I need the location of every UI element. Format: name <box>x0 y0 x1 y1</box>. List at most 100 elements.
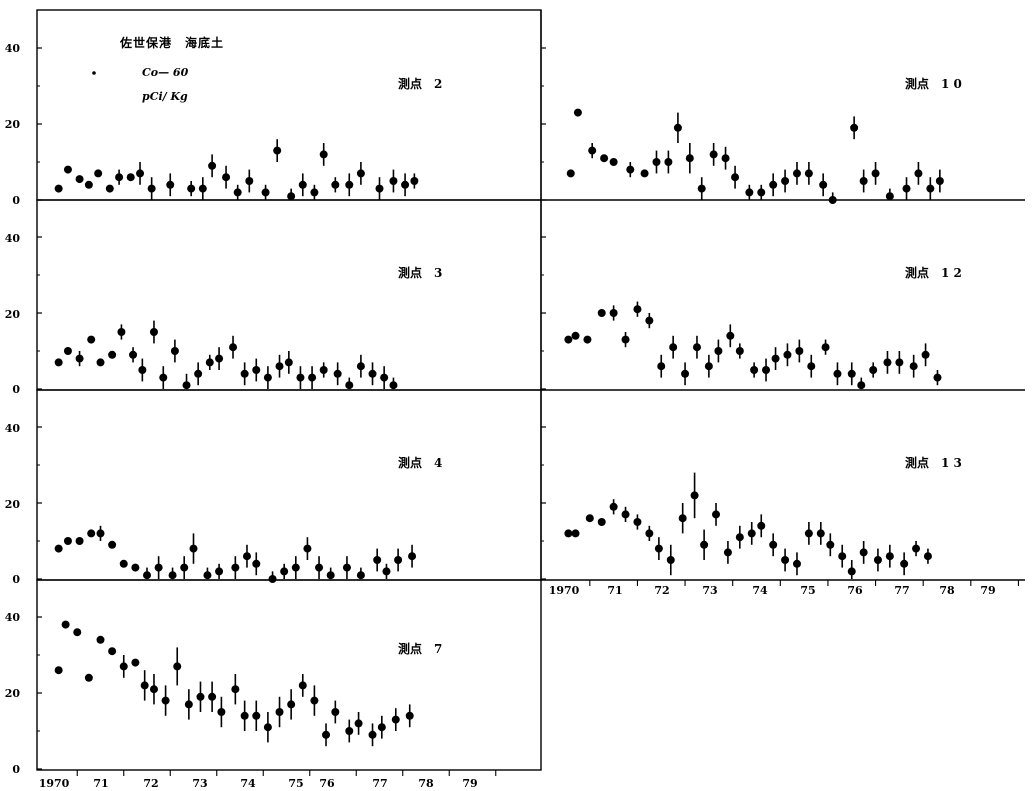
data-point <box>869 362 878 378</box>
data-marker <box>129 350 138 359</box>
data-marker <box>54 184 63 193</box>
data-marker <box>161 696 170 705</box>
data-point <box>63 347 72 355</box>
data-point <box>885 188 894 201</box>
data-marker <box>319 150 328 159</box>
data-marker <box>747 529 756 538</box>
data-marker <box>159 373 168 382</box>
data-point <box>704 354 713 378</box>
data-point <box>115 169 124 185</box>
data-point <box>147 177 156 200</box>
data-point <box>850 116 859 140</box>
x-tick-left-1970: 1970 <box>39 777 70 790</box>
data-marker <box>873 556 882 564</box>
data-marker <box>342 563 351 572</box>
data-marker <box>84 180 93 189</box>
data-point <box>826 533 835 557</box>
data-marker <box>712 510 721 519</box>
data-point <box>583 335 592 344</box>
data-point <box>714 339 723 363</box>
data-point <box>205 354 214 370</box>
data-point <box>657 354 666 378</box>
data-point <box>189 533 198 564</box>
data-point <box>275 354 284 378</box>
data-marker <box>895 358 904 367</box>
x-tick-left-71: 71 <box>93 777 108 790</box>
data-marker <box>322 730 331 739</box>
data-point <box>731 165 740 189</box>
y-tick-p2-40: 40 <box>5 232 21 245</box>
data-point <box>735 343 744 359</box>
data-point <box>914 162 923 185</box>
data-point <box>215 347 224 370</box>
data-marker <box>96 529 105 538</box>
y-tick-p4-40: 40 <box>5 611 21 624</box>
data-marker <box>885 192 894 201</box>
data-point <box>75 351 84 367</box>
data-marker <box>284 358 293 367</box>
data-point <box>709 143 718 166</box>
data-marker <box>119 559 128 568</box>
data-point <box>303 537 312 560</box>
data-point <box>859 169 868 193</box>
y-tick-p1-20: 20 <box>5 118 21 131</box>
data-point <box>816 522 825 545</box>
data-point <box>252 700 261 731</box>
data-point <box>322 723 331 747</box>
axis-tick-marks <box>37 10 1019 776</box>
data-point <box>652 150 661 174</box>
data-point <box>342 556 351 579</box>
data-point <box>94 169 103 178</box>
data-point <box>356 162 365 185</box>
data-marker <box>914 169 923 178</box>
data-point <box>54 666 63 675</box>
data-point <box>131 563 140 572</box>
data-marker <box>263 373 272 382</box>
data-marker <box>189 544 198 553</box>
data-marker <box>308 373 317 382</box>
data-point <box>354 712 363 735</box>
data-marker <box>690 491 699 500</box>
data-point <box>315 556 324 579</box>
data-point <box>621 332 630 348</box>
data-point <box>231 674 240 705</box>
data-marker <box>735 533 744 542</box>
data-point <box>678 503 687 534</box>
y-tick-labels: 0 20 40 0 20 40 0 20 40 0 20 40 <box>5 42 21 776</box>
data-point <box>108 350 117 359</box>
data-marker <box>700 540 709 549</box>
data-point <box>847 362 856 386</box>
data-marker <box>315 563 324 572</box>
data-marker <box>923 552 932 561</box>
x-tick-right-78: 78 <box>939 584 955 597</box>
data-point <box>180 556 189 579</box>
data-marker <box>154 563 163 572</box>
data-point <box>273 139 282 162</box>
data-point <box>895 351 904 374</box>
data-marker <box>850 123 859 132</box>
station-label-3: 測点 3 <box>398 265 442 280</box>
data-marker <box>697 184 706 193</box>
data-point <box>345 719 354 743</box>
data-point <box>828 192 837 204</box>
data-point <box>389 169 398 193</box>
data-marker <box>762 366 771 374</box>
data-marker <box>869 366 878 374</box>
data-marker <box>203 571 212 580</box>
data-marker <box>136 169 145 178</box>
data-marker <box>217 708 226 716</box>
data-marker <box>731 173 740 182</box>
x-tick-right-76: 76 <box>847 584 863 597</box>
data-marker <box>184 700 193 709</box>
data-point <box>902 177 911 200</box>
data-marker <box>310 188 319 197</box>
data-point <box>54 544 63 553</box>
data-marker <box>847 369 856 378</box>
data-point <box>664 150 673 174</box>
data-marker <box>816 529 825 538</box>
data-marker <box>389 177 398 185</box>
data-point <box>792 162 801 185</box>
data-point <box>690 472 699 519</box>
data-point <box>368 723 377 747</box>
data-point <box>198 177 207 200</box>
